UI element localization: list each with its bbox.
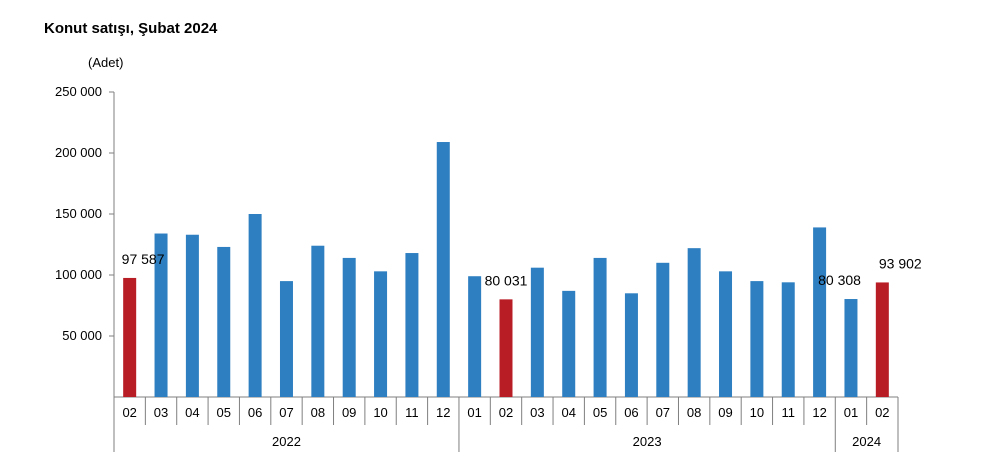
x-tick-label: 05 [593,405,607,420]
y-tick-label: 100 000 [55,267,102,282]
bar [405,253,419,397]
y-tick-label: 50 000 [62,328,102,343]
x-tick-label: 03 [530,405,544,420]
x-tick-label: 03 [154,405,168,420]
bar [593,257,607,397]
x-tick-label: 09 [718,405,732,420]
x-tick-label: 07 [656,405,670,420]
data-label: 80 308 [818,272,861,288]
bar [750,281,764,397]
x-tick-label: 07 [279,405,293,420]
x-tick-label: 01 [467,405,481,420]
x-tick-label: 06 [248,405,262,420]
x-group-label: 2022 [272,434,301,449]
x-tick-label: 01 [844,405,858,420]
bar [624,293,638,397]
bar [436,142,450,397]
x-tick-label: 08 [311,405,325,420]
x-tick-label: 06 [624,405,638,420]
chart-title: Konut satışı, Şubat 2024 [44,20,218,37]
bar [154,233,168,397]
bar [530,267,544,397]
x-group-label: 2024 [852,434,881,449]
bar [781,282,795,397]
bar [374,271,388,397]
y-tick-label: 250 000 [55,84,102,99]
bar [499,299,513,397]
x-tick-label: 05 [217,405,231,420]
bar [875,282,889,397]
bar [813,227,827,397]
data-label: 93 902 [879,255,922,271]
x-tick-label: 09 [342,405,356,420]
bar [311,245,325,397]
data-label: 97 587 [122,251,165,267]
x-tick-label: 04 [185,405,199,420]
x-tick-label: 10 [373,405,387,420]
x-tick-label: 02 [122,405,136,420]
bar [248,214,262,397]
bar [656,262,670,397]
bar [719,271,733,397]
x-group-label: 2023 [633,434,662,449]
y-tick-label: 200 000 [55,145,102,160]
x-tick-label: 11 [405,405,419,420]
bar [687,248,701,397]
y-unit-label: (Adet) [88,55,123,70]
x-tick-label: 10 [750,405,764,420]
bar [844,299,858,397]
x-tick-label: 02 [499,405,513,420]
x-tick-label: 08 [687,405,701,420]
bar [279,281,293,397]
y-tick-label: 150 000 [55,206,102,221]
x-tick-label: 12 [812,405,826,420]
bar [123,277,137,397]
bar [562,290,576,397]
bar [468,276,482,397]
x-tick-label: 11 [781,405,795,420]
x-tick-label: 04 [561,405,575,420]
data-label: 80 031 [485,272,528,288]
bar [185,234,199,397]
x-tick-label: 12 [436,405,450,420]
bar [217,246,231,397]
x-tick-label: 02 [875,405,889,420]
bar [342,257,356,397]
